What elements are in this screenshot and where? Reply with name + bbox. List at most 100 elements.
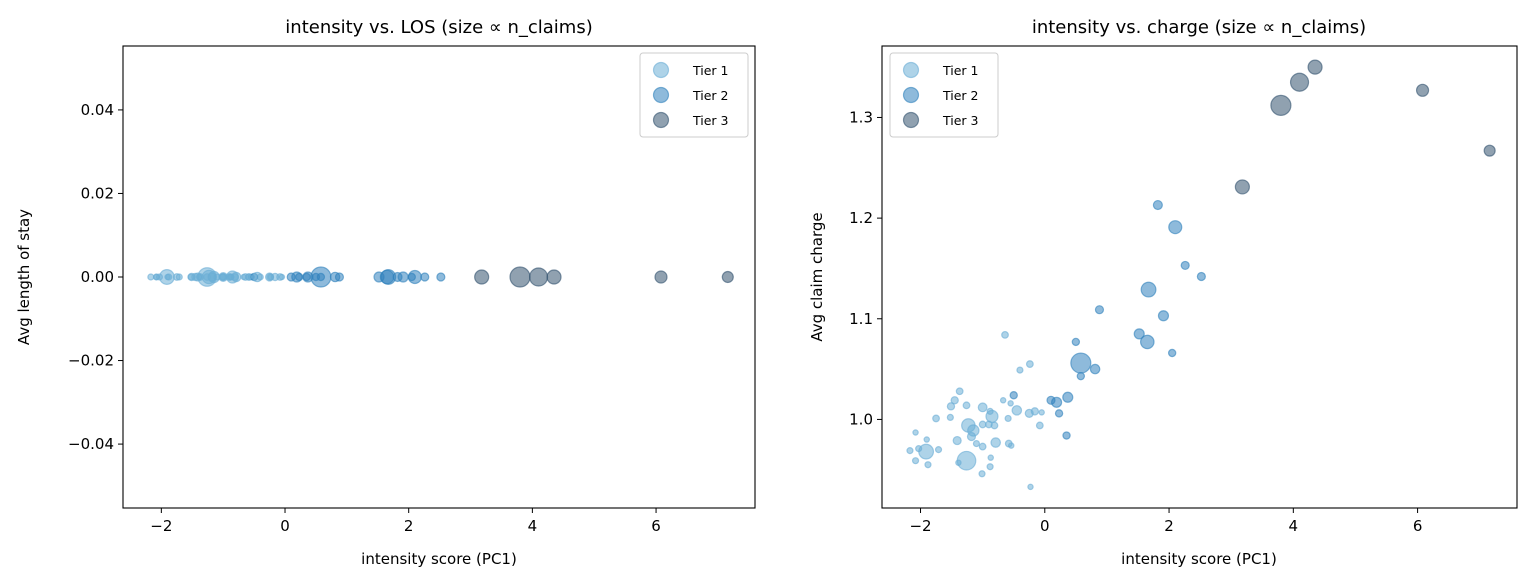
point-tier-3 bbox=[654, 270, 668, 284]
point-tier-1 bbox=[955, 459, 962, 466]
point-tier-2 bbox=[1062, 391, 1074, 403]
point-tier-2 bbox=[302, 272, 311, 282]
legend: Tier 1 Tier 2 Tier 3 bbox=[889, 52, 999, 138]
legend-label: Tier 1 bbox=[692, 63, 728, 78]
point-tier-2 bbox=[1089, 363, 1101, 375]
point-tier-3 bbox=[528, 267, 549, 287]
chart-title: intensity vs. LOS (size ∝ n_claims) bbox=[285, 17, 592, 38]
y-tick-label: 1.3 bbox=[849, 108, 873, 126]
point-tier-3 bbox=[1270, 94, 1292, 116]
point-tier-1 bbox=[915, 445, 923, 453]
point-tier-1 bbox=[977, 402, 988, 413]
point-tier-2 bbox=[1071, 337, 1081, 347]
point-tier-2 bbox=[1094, 305, 1105, 315]
legend-marker-tier-1 bbox=[652, 61, 670, 79]
y-axis-label: Avg length of stay bbox=[15, 209, 33, 345]
point-tier-2 bbox=[1196, 271, 1206, 282]
point-tier-1 bbox=[972, 439, 981, 448]
point-tier-2 bbox=[1157, 310, 1170, 322]
point-tier-1 bbox=[966, 431, 977, 442]
point-tier-2 bbox=[1009, 391, 1018, 400]
point-tier-2 bbox=[329, 271, 341, 283]
y-tick-label: 1.0 bbox=[849, 410, 873, 428]
point-tier-2 bbox=[1168, 220, 1183, 235]
point-tier-3 bbox=[546, 269, 562, 285]
point-tier-1 bbox=[1035, 421, 1044, 430]
legend-label: Tier 1 bbox=[942, 63, 978, 78]
point-tier-1 bbox=[978, 470, 986, 478]
point-tier-2 bbox=[316, 272, 326, 282]
point-tier-1 bbox=[1001, 330, 1009, 339]
point-tier-2 bbox=[1180, 260, 1190, 271]
x-tick-label: 6 bbox=[651, 517, 661, 535]
point-tier-1 bbox=[950, 396, 959, 405]
point-tier-1 bbox=[955, 387, 964, 396]
y-tick-label: 0.02 bbox=[81, 184, 114, 202]
point-tier-2 bbox=[379, 269, 395, 285]
point-tier-1 bbox=[934, 446, 943, 454]
point-tier-3 bbox=[1415, 83, 1430, 97]
right-chart-charge: intensity vs. charge (size ∝ n_claims) i… bbox=[808, 17, 1518, 568]
legend-label: Tier 2 bbox=[692, 88, 728, 103]
points bbox=[147, 266, 734, 288]
point-tier-2 bbox=[420, 272, 430, 282]
point-tier-1 bbox=[990, 421, 999, 430]
y-tick-label: −0.04 bbox=[68, 435, 114, 453]
point-tier-1 bbox=[999, 397, 1007, 404]
point-tier-1 bbox=[1038, 409, 1045, 416]
legend-label: Tier 3 bbox=[942, 113, 978, 128]
point-tier-2 bbox=[436, 272, 446, 282]
legend-marker-tier-2 bbox=[652, 86, 670, 104]
point-tier-1 bbox=[227, 273, 235, 281]
point-tier-3 bbox=[721, 270, 734, 284]
x-tick-label: 0 bbox=[280, 517, 290, 535]
point-tier-2 bbox=[407, 272, 416, 282]
point-tier-3 bbox=[509, 266, 531, 288]
point-tier-1 bbox=[175, 273, 183, 281]
point-tier-1 bbox=[251, 271, 263, 283]
legend: Tier 1 Tier 2 Tier 3 bbox=[639, 52, 749, 138]
point-tier-1 bbox=[1004, 414, 1012, 423]
legend-marker-tier-3 bbox=[652, 111, 670, 129]
point-tier-2 bbox=[1054, 409, 1064, 418]
point-tier-1 bbox=[987, 454, 994, 461]
y-tick-label: 1.1 bbox=[849, 310, 873, 328]
point-tier-1 bbox=[195, 273, 203, 281]
point-tier-1 bbox=[1016, 366, 1024, 374]
y-axis-label: Avg claim charge bbox=[808, 212, 826, 341]
point-tier-1 bbox=[1025, 360, 1034, 368]
point-tier-2 bbox=[1139, 334, 1155, 350]
y-tick-label: 0.04 bbox=[81, 101, 114, 119]
x-tick-label: 2 bbox=[404, 517, 414, 535]
point-tier-3 bbox=[1483, 144, 1496, 157]
x-axis-label: intensity score (PC1) bbox=[361, 550, 517, 568]
y-tick-label: 1.2 bbox=[849, 209, 873, 227]
point-tier-3 bbox=[474, 269, 490, 285]
point-tier-2 bbox=[1062, 431, 1071, 440]
point-tier-1 bbox=[187, 273, 195, 281]
x-tick-label: 4 bbox=[1289, 517, 1299, 535]
x-tick-label: 2 bbox=[1164, 517, 1174, 535]
legend-marker-tier-2 bbox=[902, 86, 920, 104]
point-tier-2 bbox=[1167, 348, 1177, 358]
point-tier-1 bbox=[267, 273, 275, 281]
point-tier-1 bbox=[1011, 405, 1023, 416]
point-tier-1 bbox=[1007, 442, 1015, 449]
point-tier-1 bbox=[923, 436, 930, 443]
point-tier-1 bbox=[946, 413, 954, 422]
point-tier-2 bbox=[397, 271, 409, 283]
point-tier-1 bbox=[932, 414, 940, 423]
point-tier-2 bbox=[1140, 281, 1157, 298]
point-tier-1 bbox=[152, 273, 160, 281]
point-tier-3 bbox=[1289, 72, 1310, 92]
point-tier-2 bbox=[1070, 352, 1092, 374]
point-tier-1 bbox=[244, 273, 253, 281]
point-tier-2 bbox=[1133, 328, 1145, 340]
point-tier-1 bbox=[978, 442, 987, 451]
legend-marker-tier-1 bbox=[902, 61, 920, 79]
point-tier-1 bbox=[165, 273, 173, 281]
x-tick-label: 4 bbox=[528, 517, 538, 535]
point-tier-3 bbox=[1234, 179, 1250, 195]
legend-label: Tier 3 bbox=[692, 113, 728, 128]
x-tick-label: −2 bbox=[909, 517, 931, 535]
